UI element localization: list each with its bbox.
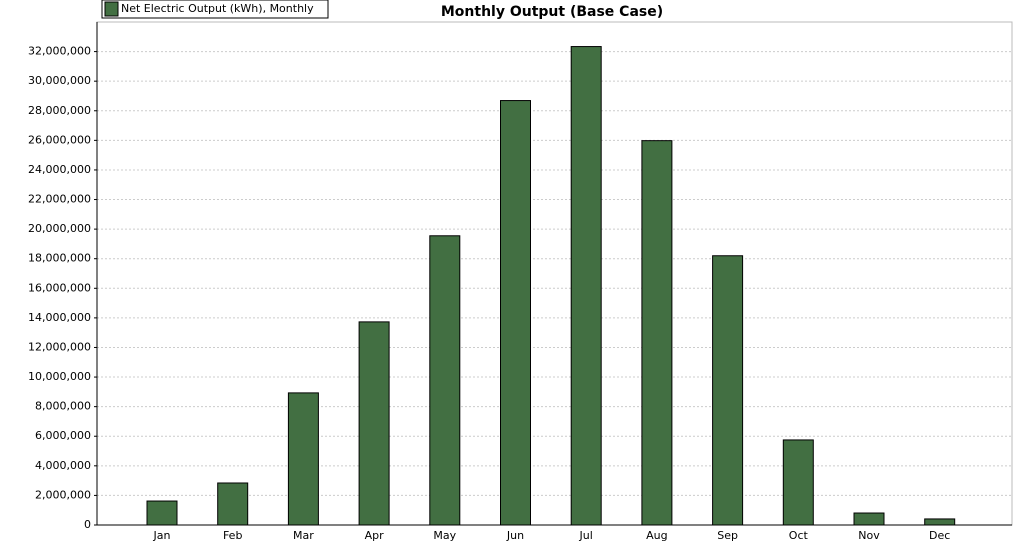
x-tick-label: Feb: [223, 529, 242, 542]
y-tick-label: 10,000,000: [28, 370, 91, 383]
bar: [429, 235, 461, 526]
y-tick-label: 8,000,000: [35, 400, 91, 413]
x-tick-label: Sep: [717, 529, 738, 542]
y-tick-label: 2,000,000: [35, 488, 91, 501]
y-tick-label: 18,000,000: [28, 252, 91, 265]
bar: [500, 100, 531, 526]
y-tick-label: 24,000,000: [28, 163, 91, 176]
bar: [641, 140, 673, 526]
legend-box: [101, 0, 329, 19]
y-tick-label: 0: [84, 518, 91, 531]
bar: [570, 46, 602, 526]
x-tick-label: Jul: [579, 529, 593, 542]
legend-swatch: [104, 1, 119, 17]
y-tick-label: 20,000,000: [28, 222, 91, 235]
bar: [712, 255, 744, 526]
x-tick-label: May: [433, 529, 456, 542]
y-tick-label: 28,000,000: [28, 104, 91, 117]
plot-area: [96, 21, 1013, 526]
x-tick-label: Jun: [506, 529, 524, 542]
y-tick-label: 26,000,000: [28, 133, 91, 146]
bar: [924, 518, 956, 526]
x-tick-label: Dec: [929, 529, 950, 542]
x-tick-label: Oct: [789, 529, 809, 542]
y-tick-label: 16,000,000: [28, 281, 91, 294]
y-tick-label: 6,000,000: [35, 429, 91, 442]
y-tick-label: 22,000,000: [28, 193, 91, 206]
bar: [358, 321, 390, 526]
bar: [217, 482, 249, 526]
bar: [287, 392, 319, 526]
x-tick-label: Nov: [858, 529, 880, 542]
x-tick-label: Jan: [153, 529, 171, 542]
bar: [146, 500, 178, 526]
y-tick-label: 12,000,000: [28, 340, 91, 353]
legend-label: Net Electric Output (kWh), Monthly: [121, 2, 314, 15]
bar: [853, 512, 885, 526]
x-tick-label: Mar: [293, 529, 314, 542]
x-tick-label: Apr: [365, 529, 385, 542]
y-tick-label: 4,000,000: [35, 459, 91, 472]
bar: [782, 439, 814, 526]
y-tick-label: 30,000,000: [28, 74, 91, 87]
y-tick-label: 32,000,000: [28, 45, 91, 58]
y-tick-label: 14,000,000: [28, 311, 91, 324]
chart-title: Monthly Output (Base Case): [441, 4, 663, 20]
x-tick-label: Aug: [646, 529, 667, 542]
